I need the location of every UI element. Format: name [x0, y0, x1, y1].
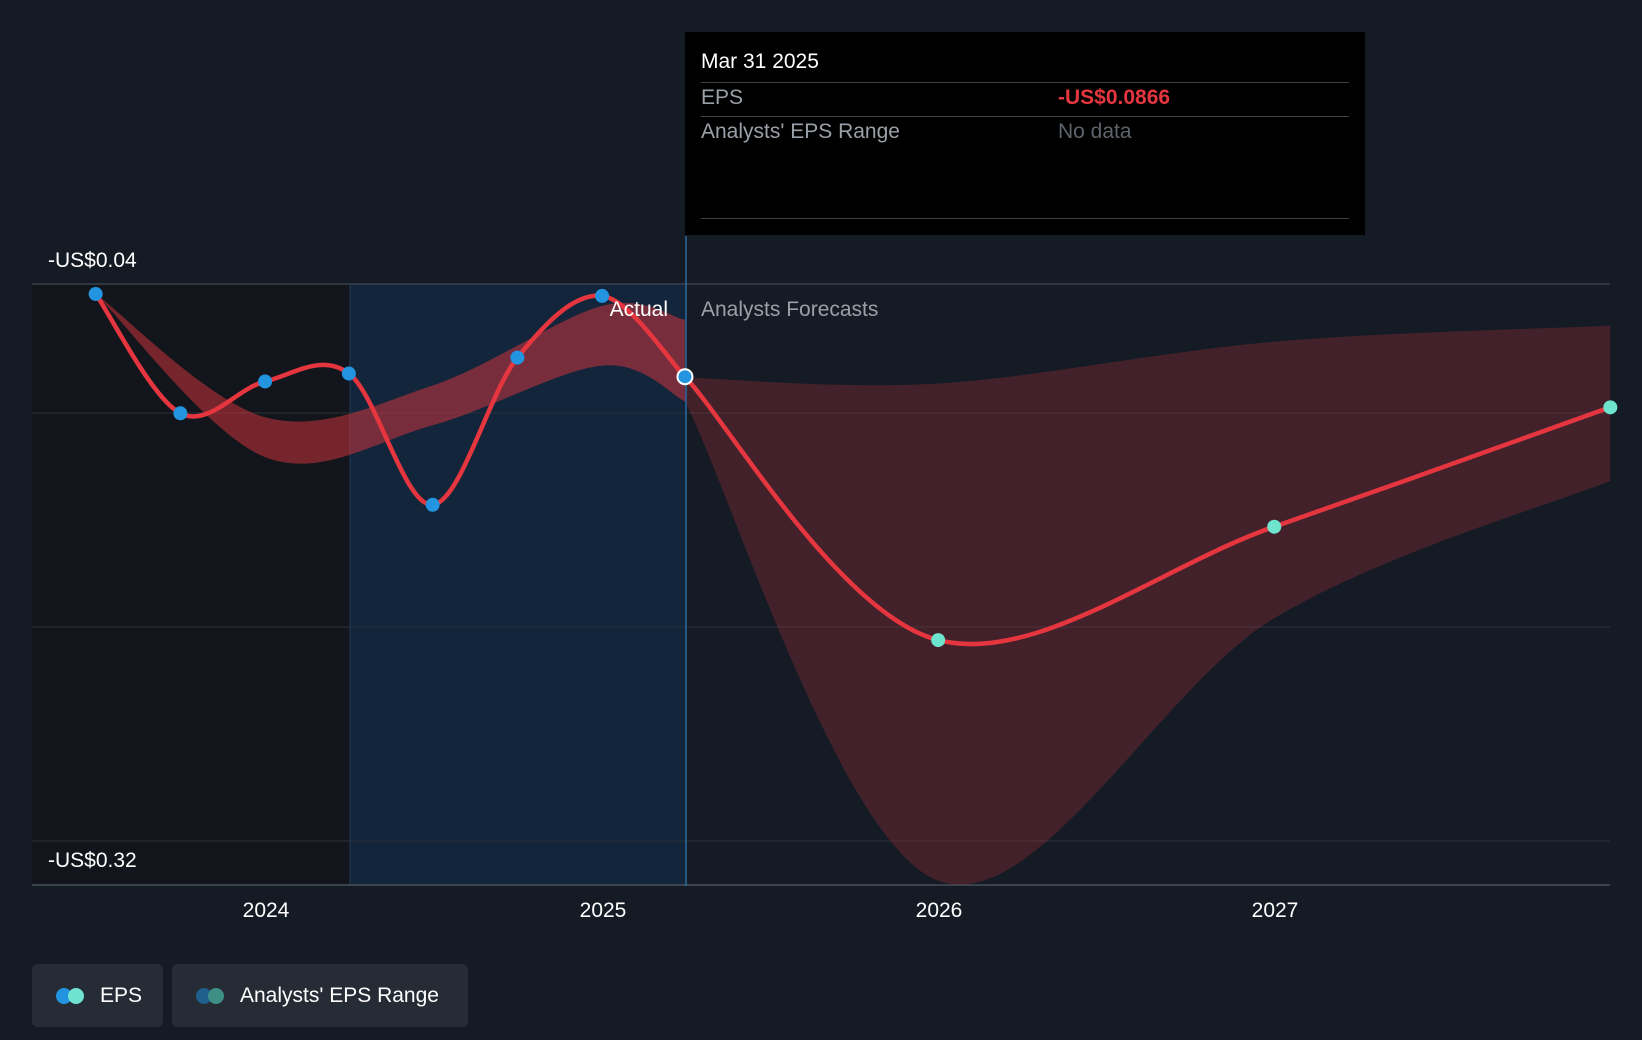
eps-point[interactable]: [510, 350, 525, 365]
legend-eps-label: EPS: [100, 983, 143, 1007]
eps-range-band-forecast: [684, 325, 1611, 885]
legend-eps[interactable]: EPS: [32, 964, 163, 1027]
tooltip-eps-value: -US$0.0866: [1058, 86, 1171, 109]
tooltip-divider: [701, 116, 1349, 117]
x-tick-label-2025: 2025: [580, 899, 627, 922]
eps-forecast-point[interactable]: [931, 633, 946, 648]
tooltip-range-label: Analysts' EPS Range: [701, 120, 900, 143]
eps-point[interactable]: [173, 406, 188, 421]
y-tick-label-bottom: -US$0.32: [48, 849, 137, 872]
forecast-region-label: Analysts Forecasts: [701, 298, 878, 321]
eps-point[interactable]: [258, 374, 273, 389]
range-legend-icon: [196, 987, 226, 1004]
eps-forecast-point[interactable]: [1267, 519, 1282, 534]
actual-region-highlight: [350, 284, 686, 886]
tooltip-date: Mar 31 2025: [701, 50, 819, 73]
eps-point[interactable]: [425, 497, 440, 512]
actual-region-label: Actual: [610, 298, 668, 321]
legend-range-label: Analysts' EPS Range: [240, 983, 439, 1007]
eps-forecast-line: [682, 374, 1613, 647]
eps-forecast-point[interactable]: [1603, 400, 1618, 415]
eps-legend-icon: [56, 987, 86, 1004]
eps-point-selected[interactable]: [676, 368, 694, 386]
past-background: [32, 284, 350, 886]
tooltip-divider: [701, 218, 1349, 219]
eps-point[interactable]: [341, 366, 356, 381]
tooltip-range-value: No data: [1058, 120, 1132, 143]
tooltip-divider: [701, 82, 1349, 83]
x-tick-label-2026: 2026: [916, 899, 963, 922]
eps-point[interactable]: [595, 288, 610, 303]
x-tick-label-2024: 2024: [243, 899, 290, 922]
legend-analysts-eps-range[interactable]: Analysts' EPS Range: [172, 964, 468, 1027]
y-tick-label-top: -US$0.04: [48, 249, 137, 272]
tooltip: Mar 31 2025 EPS -US$0.0866 Analysts' EPS…: [685, 32, 1365, 235]
eps-point[interactable]: [88, 286, 103, 301]
eps-points: [88, 286, 1618, 648]
x-tick-label-2027: 2027: [1252, 899, 1299, 922]
tooltip-eps-label: EPS: [701, 86, 744, 109]
